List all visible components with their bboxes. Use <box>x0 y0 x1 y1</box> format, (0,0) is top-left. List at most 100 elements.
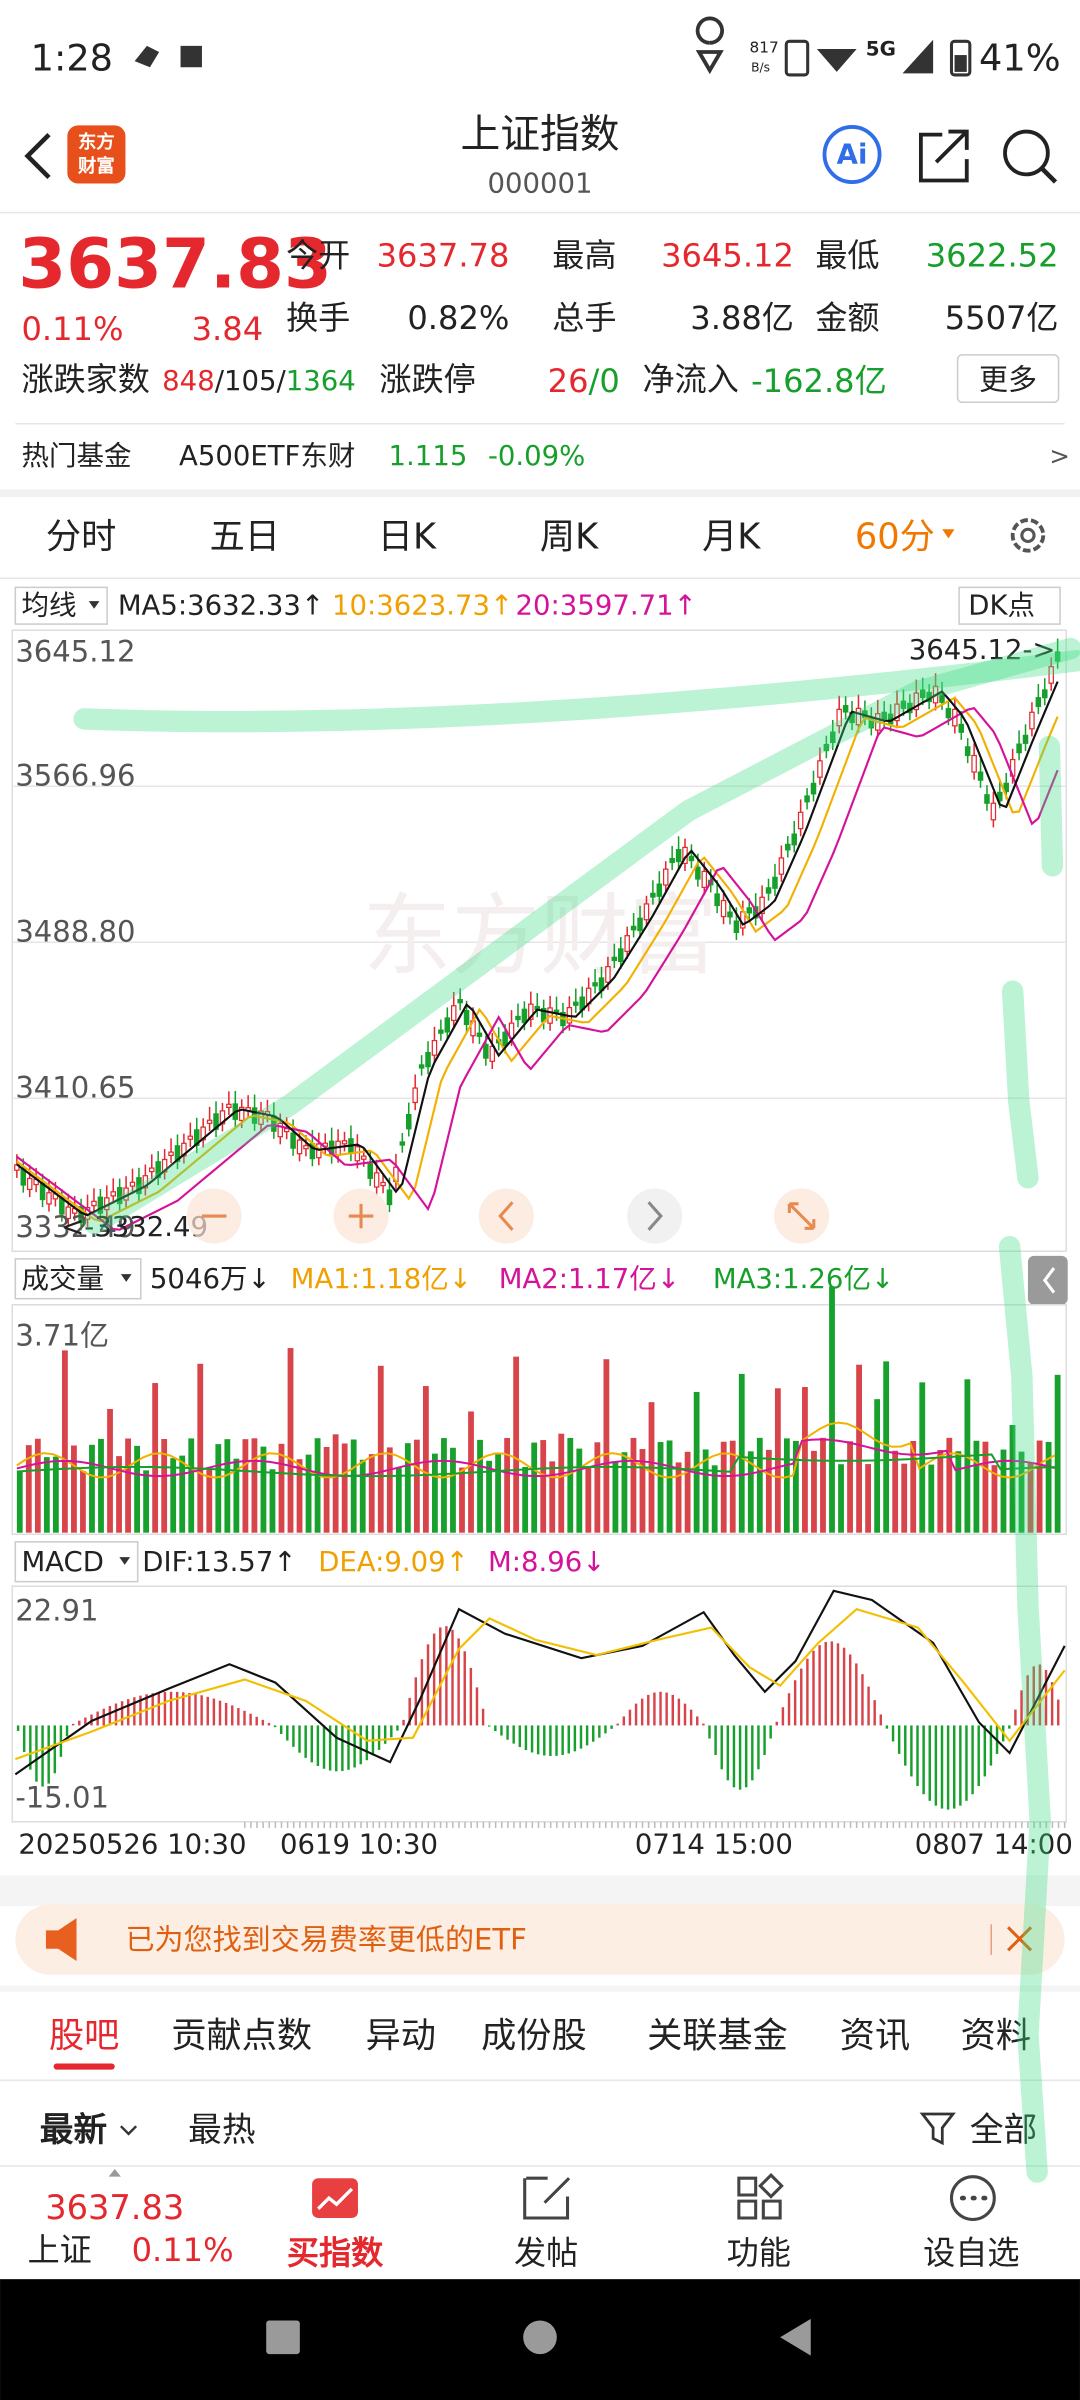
macd-bar <box>432 1633 436 1726</box>
breadth-down: 1364 <box>286 365 356 397</box>
period-tab[interactable]: 60分 <box>855 516 935 557</box>
content-tab[interactable]: 异动 <box>366 2015 436 2056</box>
breadth-up: 848 <box>162 365 215 397</box>
candle-body <box>238 1106 245 1122</box>
macd-bar <box>439 1627 442 1726</box>
period-tab[interactable]: 五日 <box>210 516 280 557</box>
network-type: 5G <box>866 37 896 60</box>
macd-bar <box>224 1702 228 1726</box>
macd-selector[interactable] <box>14 1541 139 1583</box>
period-tab[interactable]: 月K <box>702 516 761 557</box>
candle-body <box>990 802 997 821</box>
nav-home[interactable] <box>523 2320 557 2355</box>
bottom-action[interactable]: 功能 <box>727 2234 791 2272</box>
macd-bar <box>396 1725 399 1731</box>
macd-bar <box>677 1698 681 1726</box>
candle-body <box>913 692 920 711</box>
more-button[interactable] <box>956 354 1060 404</box>
candle-body <box>457 999 463 1004</box>
hot-fund-name[interactable]: A500ETF东财 <box>179 440 355 472</box>
candle-body <box>386 1189 393 1206</box>
nav-back[interactable] <box>780 2318 811 2356</box>
bottom-action[interactable]: 发帖 <box>514 2234 578 2272</box>
volume-bar <box>558 1433 565 1533</box>
bottom-action[interactable]: 买指数 <box>287 2234 384 2272</box>
collapse-tab[interactable] <box>1027 1255 1068 1305</box>
macd-bar <box>1044 1669 1048 1726</box>
price-chart-frame <box>11 629 1067 1253</box>
macd-bar <box>255 1716 258 1726</box>
ma-selector[interactable] <box>14 586 108 625</box>
watchlist-icon <box>949 2175 996 2222</box>
candle-body <box>129 1181 136 1187</box>
content-tab[interactable]: 资料 <box>961 2015 1031 2056</box>
period-tab[interactable]: 周K <box>540 516 599 557</box>
macd-bar <box>231 1705 234 1726</box>
back-button[interactable] <box>24 132 51 180</box>
limit-up: 26 <box>548 362 589 400</box>
candle-body <box>303 1145 309 1150</box>
hot-fund-arrow[interactable]: > <box>1049 441 1070 470</box>
banner-close[interactable] <box>1006 1926 1033 1952</box>
bottom-index-name: 上证 <box>28 2231 92 2269</box>
sort-hottest[interactable]: 最热 <box>188 2110 255 2149</box>
candle-body <box>836 708 842 727</box>
volume-bar <box>296 1459 303 1533</box>
last-price: 3637.83 <box>18 225 332 305</box>
volume-bar <box>847 1441 853 1533</box>
candle-body <box>296 1139 303 1155</box>
content-tab[interactable]: 资讯 <box>840 2015 910 2056</box>
macd-bar <box>769 1725 772 1739</box>
period-tab[interactable]: 分时 <box>46 516 116 557</box>
macd-bar <box>959 1725 962 1806</box>
bottom-action[interactable]: 设自选 <box>923 2234 1019 2272</box>
search-button[interactable] <box>1003 129 1050 177</box>
candle-body <box>418 1064 425 1069</box>
candle-body <box>714 893 720 907</box>
content-tab[interactable]: 关联基金 <box>647 2015 788 2056</box>
volume-bar <box>71 1445 77 1533</box>
candle-body <box>817 760 823 778</box>
volume-selector[interactable] <box>14 1258 142 1300</box>
macd-dif: DIF:13.57↑ <box>142 1546 296 1578</box>
macd-bar <box>175 1691 179 1726</box>
ma20: 20:3597.71↑ <box>516 590 697 622</box>
candle-body <box>1054 651 1061 662</box>
promo-banner[interactable] <box>15 1904 1065 1975</box>
nav-recents[interactable] <box>266 2320 300 2355</box>
macd-bar <box>292 1725 295 1747</box>
date-label: 20250526 10:30 <box>18 1829 246 1861</box>
candles <box>14 638 1061 1231</box>
macd-bar <box>726 1725 730 1781</box>
volume-bar <box>585 1466 592 1533</box>
volume-bar <box>504 1438 511 1533</box>
ai-button[interactable] <box>822 125 882 184</box>
next-button[interactable] <box>627 1188 683 1244</box>
filter-label[interactable]: 全部 <box>970 2110 1037 2149</box>
content-tab[interactable]: 成份股 <box>481 2015 587 2056</box>
candle-body <box>1035 697 1042 708</box>
logo-text: 东方 <box>78 131 115 153</box>
candle-body <box>695 866 701 880</box>
settings-button[interactable] <box>1010 518 1046 553</box>
sort-latest[interactable]: 最新 <box>40 2110 107 2149</box>
macd-bar <box>732 1725 736 1788</box>
content-tab[interactable]: 贡献点数 <box>171 2015 312 2056</box>
candle-body <box>528 1003 534 1020</box>
macd-bar <box>738 1725 742 1790</box>
dk-button[interactable] <box>958 586 1061 625</box>
collapse-icon <box>1042 1267 1056 1294</box>
macd-bar <box>800 1668 803 1726</box>
macd-bar <box>71 1723 75 1726</box>
candle-body <box>964 746 971 757</box>
prev-button[interactable] <box>478 1188 534 1244</box>
share-button[interactable] <box>918 129 969 183</box>
macd-histogram <box>16 1626 1060 1810</box>
content-tab[interactable]: 股吧 <box>49 2015 119 2056</box>
macd-bar <box>708 1725 711 1739</box>
period-tabs: 分时 五日 日K 周K 月K 60分 <box>46 516 935 557</box>
period-tab[interactable]: 日K <box>378 516 437 557</box>
macd-dea: DEA:9.09↑ <box>318 1546 469 1578</box>
volume-bar <box>765 1449 772 1533</box>
dropdown-arrow <box>119 1557 131 1565</box>
